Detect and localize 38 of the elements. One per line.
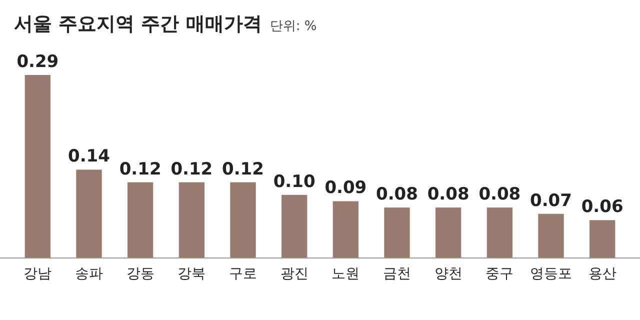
- data-label: 0.14: [68, 146, 110, 167]
- bar: [230, 182, 256, 258]
- data-label: 0.08: [376, 184, 418, 205]
- data-label: 0.06: [581, 197, 624, 218]
- x-tick-label: 금천: [383, 266, 411, 282]
- chart-subtitle: 단위: %: [270, 19, 317, 34]
- x-tick-label: 구로: [229, 266, 257, 282]
- bar: [178, 182, 204, 258]
- bar: [486, 208, 512, 258]
- data-label: 0.12: [222, 159, 264, 180]
- x-tick-label: 양천: [434, 266, 462, 282]
- x-tick-label: 노원: [332, 266, 360, 282]
- x-tick-label: 중구: [486, 266, 514, 282]
- bar: [436, 208, 462, 258]
- data-label: 0.08: [427, 184, 470, 205]
- x-tick-label: 강동: [126, 266, 154, 282]
- x-tick-label: 용산: [588, 266, 616, 282]
- bar: [384, 208, 410, 258]
- data-label: 0.29: [16, 52, 59, 72]
- data-label: 0.07: [530, 190, 572, 211]
- x-tick-label: 광진: [280, 266, 308, 282]
- bar: [538, 214, 564, 258]
- bar: [24, 75, 50, 258]
- x-tick-label: 강남: [24, 266, 52, 282]
- bar: [128, 182, 154, 258]
- data-label: 0.08: [478, 184, 521, 205]
- bar: [590, 220, 616, 258]
- data-label: 0.12: [170, 159, 213, 180]
- x-tick-label: 송파: [75, 266, 103, 282]
- data-label: 0.10: [273, 172, 316, 192]
- data-label: 0.09: [324, 178, 367, 198]
- bar: [332, 201, 358, 258]
- x-tick-label: 영등포: [530, 266, 572, 282]
- data-label: 0.12: [119, 159, 162, 180]
- x-tick-label: 강북: [178, 266, 206, 282]
- bar: [282, 194, 308, 258]
- bar: [76, 170, 102, 258]
- chart-title: 서울 주요지역 주간 매매가격: [14, 13, 262, 35]
